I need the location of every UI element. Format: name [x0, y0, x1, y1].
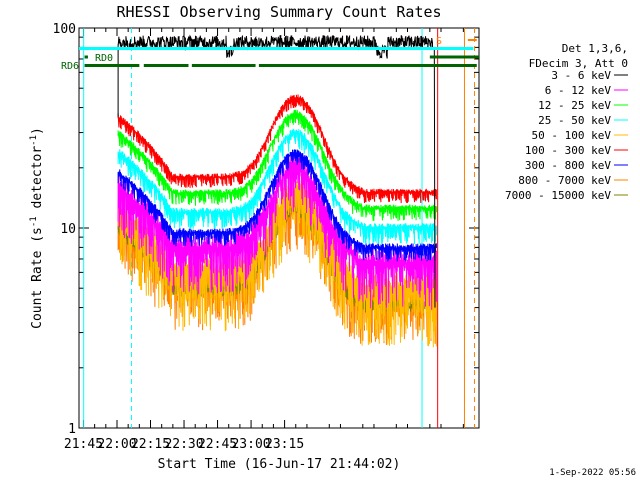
legend-header: Det 1,3,6,	[562, 42, 628, 55]
status-bars: RD0 RD6 S	[61, 36, 479, 72]
legend-entry-label: 100 - 300 keV	[525, 144, 611, 157]
series-line	[117, 149, 437, 262]
legend: Det 1,3,6, FDecim 3, Att 03 - 6 keV 6 - 12…	[505, 42, 628, 202]
legend-entry-label: 6 - 12 keV	[545, 84, 612, 97]
series-line	[117, 128, 437, 245]
legend-entry-label: 12 - 25 keV	[538, 99, 611, 112]
chart-title: RHESSI Observing Summary Count Rates	[116, 3, 441, 21]
y-tick-label: 1	[68, 422, 76, 437]
series-line	[117, 34, 436, 308]
legend-entry-label: 7000 - 15000 keV	[505, 189, 611, 202]
series-line	[117, 109, 437, 221]
x-tick-label: 22:00	[97, 437, 136, 452]
legend-entry-label: 50 - 100 keV	[532, 129, 612, 142]
series-line	[117, 153, 437, 310]
y-tick-label: 10	[60, 222, 76, 237]
footer-date: 1-Sep-2022 05:56	[549, 468, 636, 478]
legend-entry-label: 25 - 50 keV	[538, 114, 611, 127]
x-axis-label: Start Time (16-Jun-17 21:44:02)	[158, 457, 401, 472]
x-tick-label: 21:45	[64, 437, 103, 452]
x-tick-label: 22:15	[131, 437, 170, 452]
x-tick-label: 23:00	[231, 437, 270, 452]
series-layer	[117, 34, 437, 348]
legend-entry-label: 800 - 7000 keV	[518, 174, 611, 187]
y-tick-label: 100	[53, 22, 76, 37]
x-tick-label: 23:15	[265, 437, 304, 452]
legend-header: FDecim 3, Att 0	[529, 57, 628, 70]
legend-entry-label: 3 - 6 keV	[551, 69, 611, 82]
y-axis-label: Count Rate (s-1 detector-1)	[29, 127, 45, 329]
x-tick-label: 22:30	[164, 437, 203, 452]
rd0-label: RD0	[95, 53, 113, 64]
x-tick-label: 22:45	[198, 437, 237, 452]
legend-entry-label: 300 - 800 keV	[525, 159, 611, 172]
rd6-label: RD6	[61, 61, 79, 72]
saa-label: S	[436, 36, 442, 47]
series-line	[117, 94, 437, 204]
series-line	[117, 177, 437, 348]
